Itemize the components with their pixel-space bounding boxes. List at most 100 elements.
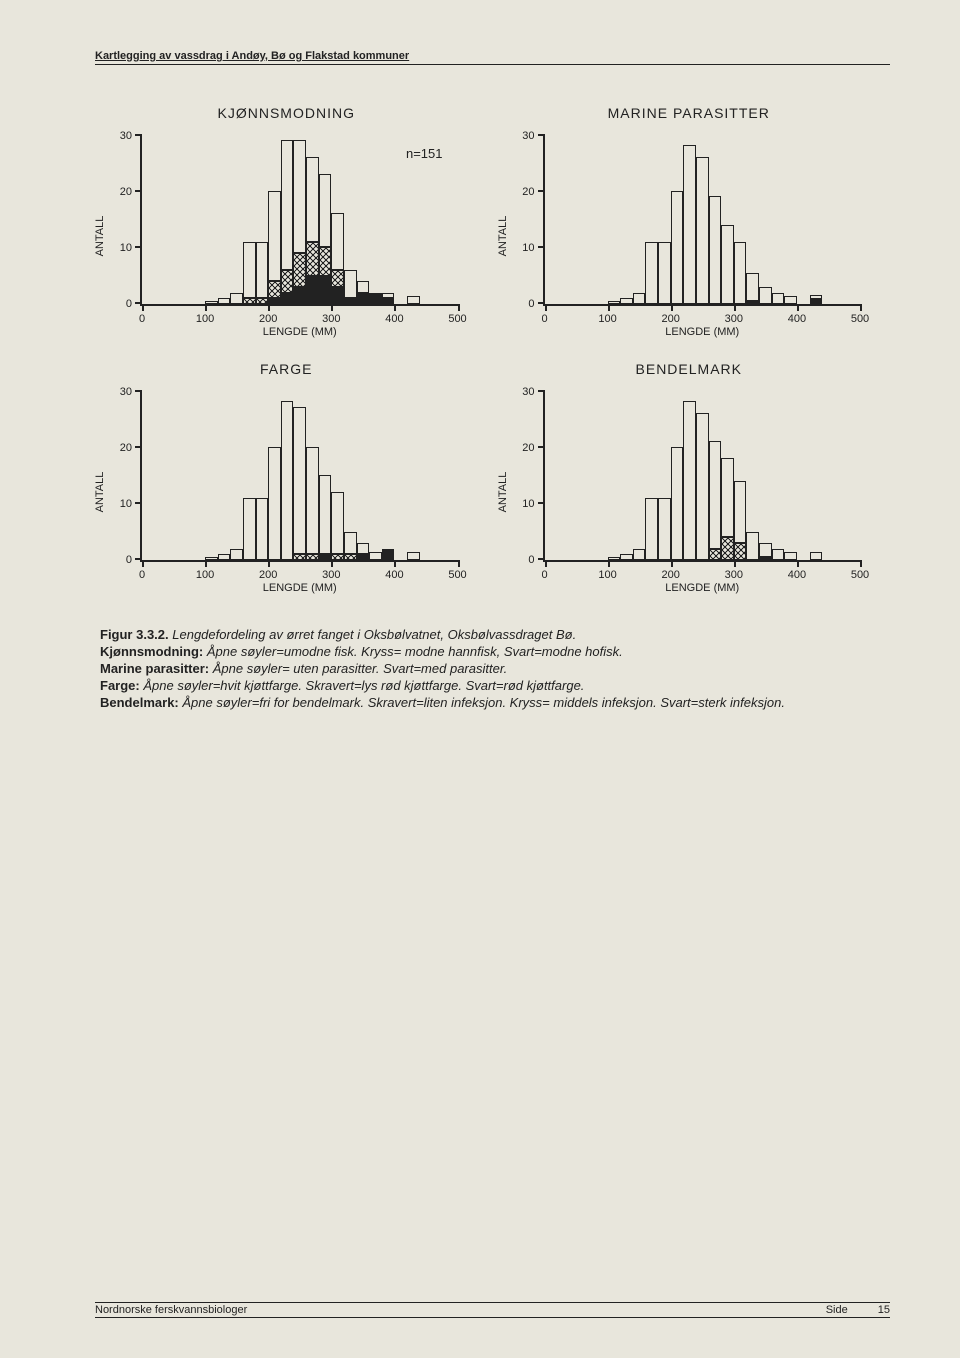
bar-segment-open <box>784 296 797 305</box>
bar-segment-cross <box>306 242 319 276</box>
x-tick-label: 200 <box>662 313 680 325</box>
bar <box>243 498 256 560</box>
figure-caption: Figur 3.3.2. Lengdefordeling av ørret fa… <box>100 627 885 711</box>
chart-area: ANTALL01020300100200300400500LENGDE (MM) <box>105 387 468 597</box>
caption-f-lead: Farge: <box>100 678 140 693</box>
bar-segment-open <box>306 157 319 242</box>
bar-segment-open <box>369 552 382 561</box>
bar-segment-solid <box>344 298 357 304</box>
caption-b-text: Åpne søyler=fri for bendelmark. Skravert… <box>182 695 785 710</box>
bar <box>357 543 370 560</box>
y-tick <box>538 246 545 248</box>
chart-block: FARGEANTALL01020300100200300400500LENGDE… <box>105 361 468 597</box>
bar-segment-open <box>205 557 218 560</box>
bar-segment-open <box>696 413 709 560</box>
footer-left: Nordnorske ferskvannsbiologer <box>95 1304 247 1316</box>
bar-segment-open <box>620 298 633 304</box>
bar-segment-cross <box>331 554 344 560</box>
bar <box>696 413 709 560</box>
plot-area: n=15101020300100200300400500LENGDE (MM) <box>140 136 458 306</box>
bar-segment-open <box>734 481 747 543</box>
bar <box>230 293 243 304</box>
bar <box>306 447 319 560</box>
bar <box>772 549 785 560</box>
bar <box>331 492 344 560</box>
bar-segment-open <box>746 532 759 560</box>
x-tick <box>331 304 333 311</box>
bar <box>784 296 797 305</box>
bar <box>633 293 646 304</box>
bar-segment-cross <box>256 298 269 304</box>
bar-segment-open <box>721 225 734 304</box>
bar-segment-open <box>683 401 696 560</box>
y-tick <box>538 390 545 392</box>
bar-segment-cross <box>734 543 747 560</box>
chart-area: ANTALLn=15101020300100200300400500LENGDE… <box>105 131 468 341</box>
bar <box>319 475 332 560</box>
x-tick-label: 100 <box>196 313 214 325</box>
charts-grid: KJØNNSMODNINGANTALLn=1510102030010020030… <box>105 105 870 597</box>
x-tick-label: 500 <box>448 313 466 325</box>
x-tick-label: 100 <box>598 569 616 581</box>
bar <box>608 301 621 304</box>
y-tick <box>135 390 142 392</box>
bar-segment-open <box>633 549 646 560</box>
bar-segment-open <box>243 498 256 560</box>
x-tick-label: 300 <box>322 569 340 581</box>
bar <box>357 281 370 304</box>
bar <box>608 557 621 560</box>
bar-segment-open <box>357 543 370 554</box>
bar <box>293 407 306 560</box>
bar <box>620 298 633 304</box>
bar-segment-solid <box>357 554 370 560</box>
bar <box>205 301 218 304</box>
bar <box>369 293 382 304</box>
x-tick-label: 100 <box>196 569 214 581</box>
bar <box>759 287 772 304</box>
y-axis-label: ANTALL <box>94 216 106 257</box>
bar <box>293 140 306 304</box>
bar-segment-cross <box>268 281 281 298</box>
bar-segment-cross <box>293 554 306 560</box>
bar-segment-open <box>230 549 243 560</box>
chart-title: BENDELMARK <box>508 361 871 377</box>
bar-segment-open <box>759 543 772 557</box>
bar-segment-open <box>608 301 621 304</box>
bar-segment-open <box>683 145 696 304</box>
x-axis-label: LENGDE (MM) <box>263 582 337 594</box>
y-tick-label: 0 <box>528 298 534 310</box>
footer-side: Side <box>826 1304 848 1316</box>
plot-area: 01020300100200300400500LENGDE (MM) <box>543 136 861 306</box>
y-tick <box>135 302 142 304</box>
x-tick <box>142 560 144 567</box>
y-tick <box>538 190 545 192</box>
x-tick-label: 0 <box>541 569 547 581</box>
bar <box>734 242 747 304</box>
x-tick <box>734 304 736 311</box>
bar <box>721 225 734 304</box>
bar-segment-open <box>620 554 633 560</box>
caption-k-lead: Kjønnsmodning: <box>100 644 203 659</box>
x-tick-label: 500 <box>851 313 869 325</box>
bar-segment-open <box>319 475 332 554</box>
chart-block: MARINE PARASITTERANTALL01020300100200300… <box>508 105 871 341</box>
bar-segment-open <box>772 293 785 304</box>
y-tick-label: 30 <box>120 130 132 142</box>
bar-segment-open <box>306 447 319 555</box>
y-axis-label: ANTALL <box>497 216 509 257</box>
y-tick-label: 20 <box>120 442 132 454</box>
y-tick-label: 20 <box>522 186 534 198</box>
x-tick-label: 0 <box>541 313 547 325</box>
bar-segment-open <box>407 552 420 561</box>
bar <box>382 549 395 560</box>
footer-page: 15 <box>878 1304 890 1316</box>
bar-segment-cross <box>331 270 344 287</box>
x-tick <box>142 304 144 311</box>
bar <box>746 532 759 560</box>
x-tick-label: 400 <box>788 313 806 325</box>
bar-segment-open <box>746 273 759 301</box>
x-tick <box>205 304 207 311</box>
caption-m-text: Åpne søyler= uten parasitter. Svart=med … <box>213 661 508 676</box>
x-tick <box>545 304 547 311</box>
x-tick <box>545 560 547 567</box>
